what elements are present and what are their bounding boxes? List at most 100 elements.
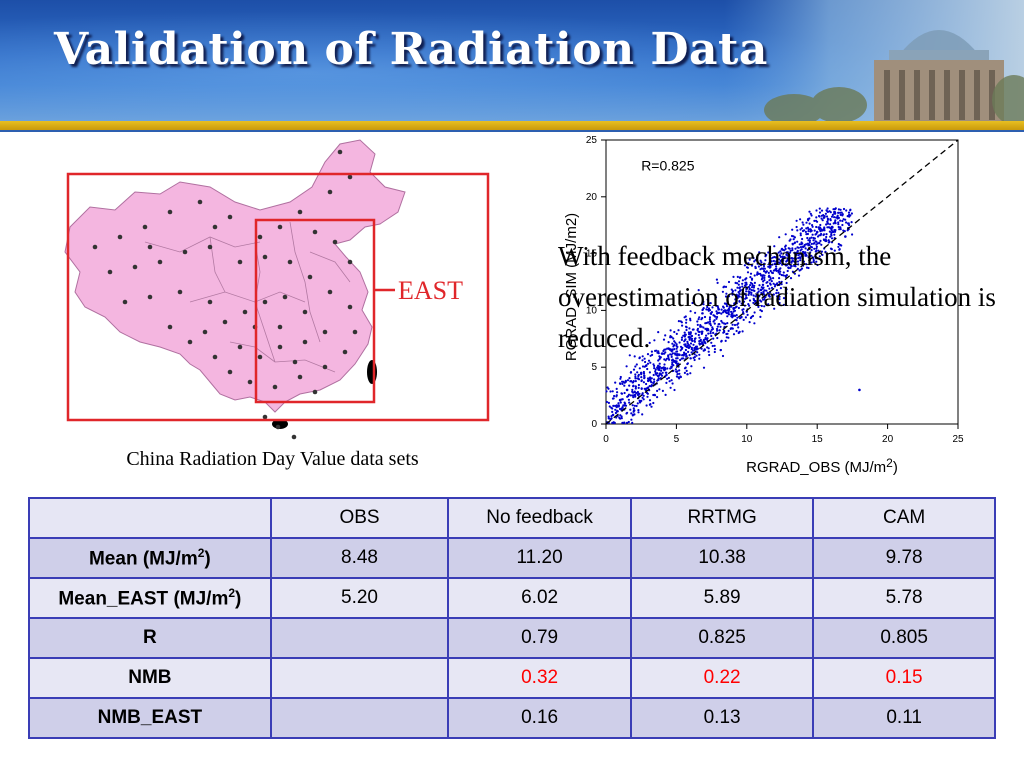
scatter-point <box>699 324 702 327</box>
scatter-point <box>780 252 783 255</box>
scatter-point <box>636 371 639 374</box>
scatter-point <box>652 401 655 405</box>
scatter-point <box>638 399 641 402</box>
scatter-point <box>775 265 778 268</box>
scatter-point <box>694 311 697 314</box>
station-dot <box>147 244 153 250</box>
scatter-point <box>762 274 765 277</box>
scatter-point <box>823 238 826 242</box>
scatter-point <box>725 303 728 306</box>
station-dot <box>117 234 123 240</box>
station-dot <box>347 259 353 265</box>
scatter-point <box>685 326 688 329</box>
scatter-point <box>784 247 787 251</box>
scatter-point <box>799 234 802 237</box>
scatter-point <box>731 312 734 315</box>
scatter-point <box>669 386 672 389</box>
scatter-point <box>625 421 629 424</box>
scatter-point <box>766 291 769 294</box>
scatter-point <box>810 254 813 257</box>
scatter-point <box>781 261 784 264</box>
scatter-point <box>818 211 822 214</box>
cell-no-feedback: 0.32 <box>447 657 632 699</box>
cell-no-feedback: 0.16 <box>447 697 632 739</box>
scatter-point <box>653 367 656 370</box>
station-dot <box>322 329 328 335</box>
row-label: NMB <box>28 657 272 699</box>
scatter-point <box>690 351 693 354</box>
scatter-point <box>753 260 756 263</box>
cell-rrtmg: 0.22 <box>629 657 815 699</box>
scatter-point <box>703 315 707 319</box>
station-dot <box>307 274 313 280</box>
scatter-point <box>759 299 762 302</box>
scatter-point <box>658 368 661 372</box>
scatter-point <box>619 382 622 385</box>
scatter-point <box>653 378 656 381</box>
scatter-point <box>833 233 836 236</box>
china-map-shape <box>64 139 406 413</box>
scatter-point <box>810 229 813 232</box>
scatter-point <box>730 310 733 313</box>
station-dot <box>292 359 298 365</box>
scatter-point <box>677 329 680 332</box>
row-label-sup: 2 <box>228 585 236 600</box>
scatter-point <box>784 244 787 247</box>
scatter-point <box>650 384 653 387</box>
scatter-point <box>769 257 772 260</box>
scatter-point <box>666 377 669 380</box>
scatter-point <box>714 296 718 299</box>
scatter-point <box>808 210 811 213</box>
scatter-point <box>819 230 822 233</box>
scatter-point <box>817 249 820 252</box>
scatter-point <box>799 218 802 221</box>
scatter-point <box>722 331 725 334</box>
header-cell-blank <box>28 497 272 539</box>
station-dot <box>167 324 173 330</box>
scatter-point <box>778 254 781 257</box>
station-dot <box>242 309 248 315</box>
scatter-point <box>660 369 663 372</box>
scatter-point <box>809 212 812 215</box>
scatter-point <box>683 333 687 336</box>
scatter-point <box>747 303 750 306</box>
table-row: NMB 0.32 0.22 0.15 <box>28 657 996 699</box>
station-dot <box>297 374 303 380</box>
scatter-point <box>685 321 688 324</box>
scatter-point <box>727 280 731 284</box>
scatter-point <box>778 272 781 276</box>
scatter-point <box>633 404 636 407</box>
scatter-point <box>765 281 768 284</box>
scatter-point <box>774 268 778 271</box>
scatter-point <box>608 405 611 408</box>
scatter-point <box>752 294 755 297</box>
scatter-point <box>842 218 845 221</box>
scatter-point <box>635 391 638 395</box>
scatter-point <box>626 411 629 414</box>
scatter-point <box>708 320 712 323</box>
scatter-point <box>737 280 741 283</box>
scatter-point <box>680 336 684 339</box>
scatter-point <box>614 411 617 415</box>
scatter-point <box>790 261 793 264</box>
scatter-point <box>686 340 689 343</box>
scatter-point <box>658 355 661 358</box>
scatter-point <box>695 345 698 348</box>
scatter-point <box>789 264 792 267</box>
scatter-point <box>673 348 676 351</box>
scatter-point <box>732 275 735 278</box>
scatter-point <box>810 242 813 245</box>
scatter-point <box>712 320 715 323</box>
scatter-point <box>631 390 634 393</box>
scatter-point <box>653 339 656 342</box>
scatter-point <box>680 321 683 324</box>
china-map-figure: EAST <box>50 132 550 442</box>
scatter-point <box>705 321 708 325</box>
scatter-point <box>695 354 698 357</box>
scatter-point <box>803 229 806 232</box>
scatter-point <box>753 322 756 325</box>
scatter-point <box>800 248 803 251</box>
station-dot <box>262 254 268 260</box>
station-dot <box>342 349 348 355</box>
scatter-point <box>748 321 751 324</box>
